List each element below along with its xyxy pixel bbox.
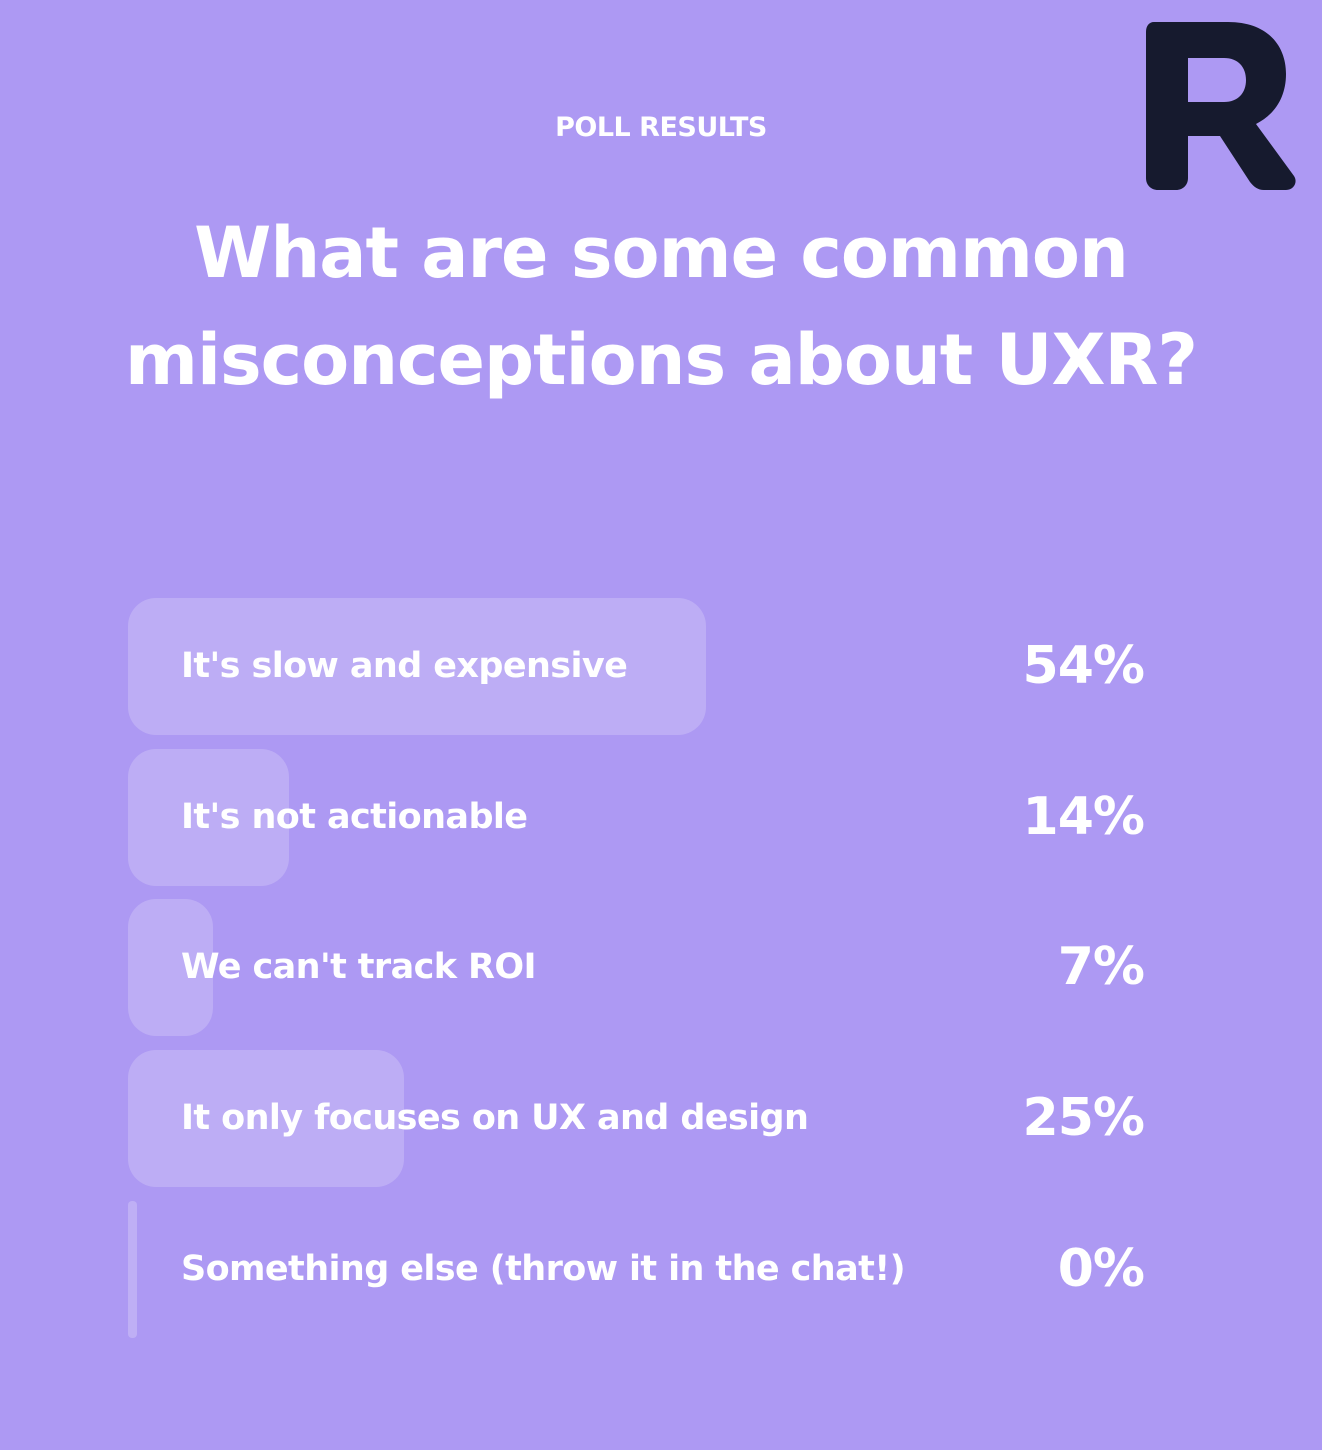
option-percent: 0% — [1057, 1239, 1145, 1299]
poll-option-row: It's not actionable 14% — [128, 749, 1145, 886]
option-percent: 54% — [1022, 636, 1145, 696]
option-label: We can't track ROI — [181, 947, 537, 987]
result-bar — [128, 598, 706, 735]
result-bar — [128, 749, 289, 886]
result-bar — [128, 899, 213, 1036]
poll-results-heading: POLL RESULTS — [555, 112, 767, 143]
option-label: It only focuses on UX and design — [181, 1098, 809, 1138]
r-logo-icon — [1146, 22, 1296, 190]
poll-results-list: It's slow and expensive 54% It's not act… — [128, 598, 1145, 1338]
poll-question: What are some common misconceptions abou… — [125, 212, 1198, 401]
option-percent: 25% — [1022, 1088, 1145, 1148]
poll-option-row: Something else (throw it in the chat!) 0… — [128, 1201, 1145, 1338]
option-label: It's slow and expensive — [181, 646, 628, 686]
option-percent: 14% — [1022, 787, 1145, 847]
option-label: Something else (throw it in the chat!) — [181, 1249, 906, 1289]
option-label: It's not actionable — [181, 797, 528, 837]
poll-option-row: It only focuses on UX and design 25% — [128, 1050, 1145, 1187]
result-bar — [128, 1201, 137, 1338]
option-percent: 7% — [1057, 937, 1145, 997]
result-bar — [128, 1050, 404, 1187]
poll-option-row: We can't track ROI 7% — [128, 899, 1145, 1036]
poll-option-row: It's slow and expensive 54% — [128, 598, 1145, 735]
